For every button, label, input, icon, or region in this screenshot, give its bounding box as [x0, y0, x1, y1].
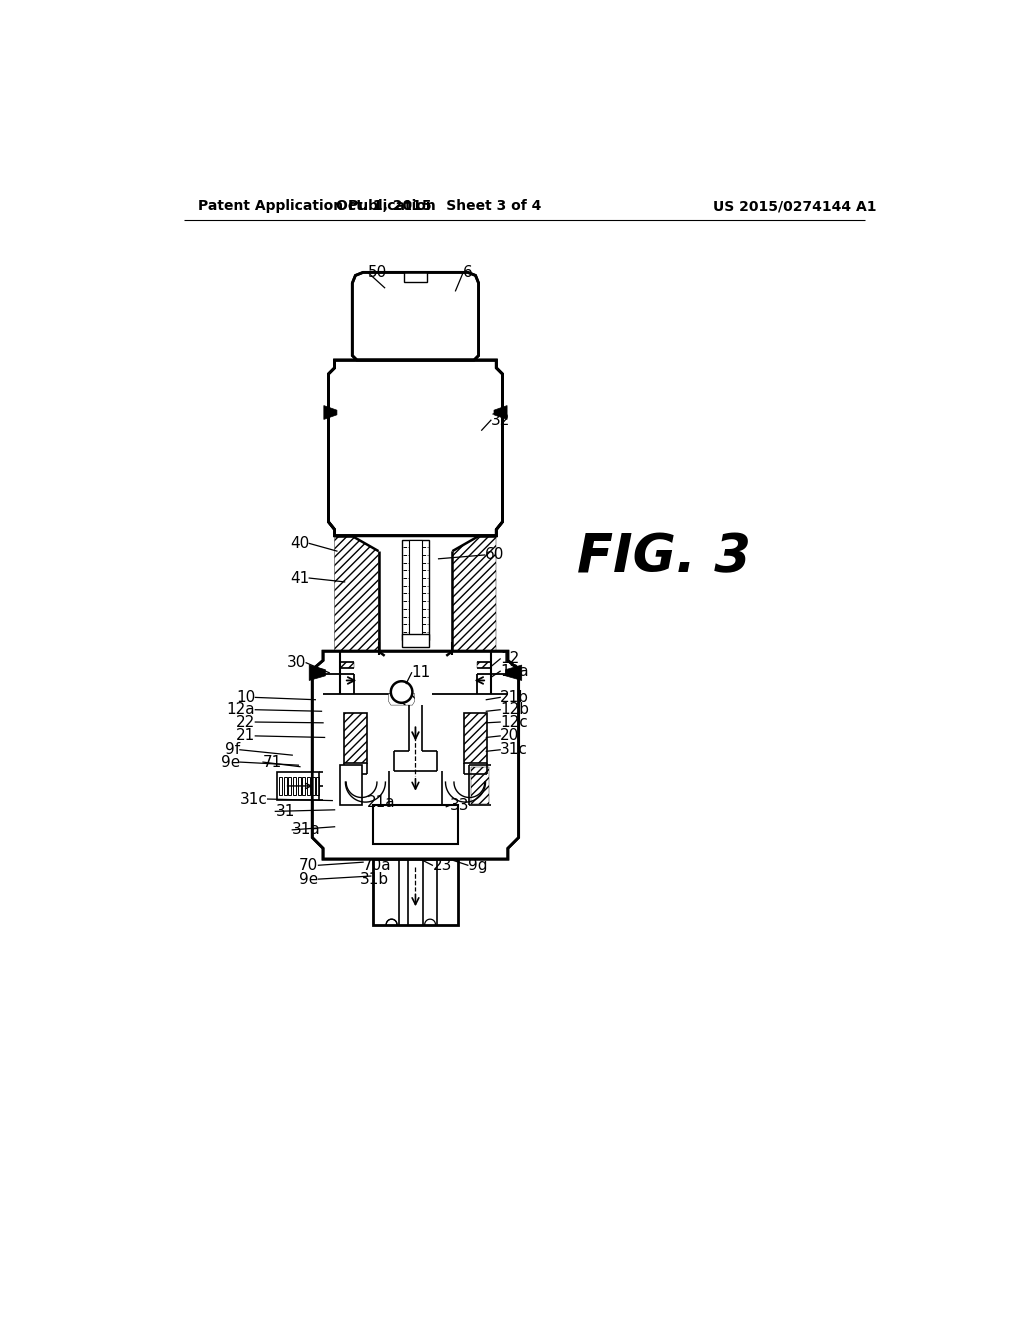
Bar — [373, 805, 458, 843]
Bar — [401, 540, 429, 640]
Text: 21: 21 — [237, 729, 255, 743]
Text: 12c: 12c — [500, 714, 528, 730]
Text: 12: 12 — [500, 651, 519, 667]
Text: 71: 71 — [263, 755, 283, 770]
Polygon shape — [508, 682, 518, 849]
Text: 12a: 12a — [226, 702, 255, 717]
Polygon shape — [508, 660, 518, 689]
Polygon shape — [312, 651, 518, 859]
Text: 9f: 9f — [225, 742, 240, 758]
Text: 10: 10 — [237, 690, 255, 705]
Polygon shape — [335, 536, 379, 651]
Text: 31c: 31c — [500, 742, 528, 758]
Text: 12b: 12b — [500, 702, 529, 717]
Polygon shape — [464, 713, 487, 763]
Text: 9g: 9g — [468, 858, 487, 873]
Bar — [410, 540, 422, 640]
Polygon shape — [446, 859, 458, 924]
Polygon shape — [479, 360, 497, 536]
Text: 60: 60 — [484, 548, 504, 562]
Bar — [340, 766, 361, 805]
Text: 33: 33 — [451, 797, 470, 813]
Text: Patent Application Publication: Patent Application Publication — [199, 199, 436, 213]
Polygon shape — [506, 665, 521, 681]
Text: US 2015/0274144 A1: US 2015/0274144 A1 — [713, 199, 877, 213]
Text: 70a: 70a — [362, 858, 391, 873]
Text: 23: 23 — [432, 858, 452, 873]
Text: 50: 50 — [368, 265, 387, 280]
Polygon shape — [373, 859, 385, 924]
Polygon shape — [329, 368, 335, 529]
Bar — [403, 272, 427, 281]
Text: 32: 32 — [490, 413, 510, 428]
Text: 41: 41 — [290, 570, 309, 586]
Circle shape — [391, 681, 413, 702]
Text: 9e: 9e — [220, 755, 240, 770]
Polygon shape — [388, 693, 415, 705]
Polygon shape — [477, 663, 490, 668]
Polygon shape — [351, 360, 479, 536]
Polygon shape — [335, 360, 351, 536]
Text: 31: 31 — [275, 804, 295, 818]
Bar — [401, 635, 429, 647]
Text: 9e: 9e — [299, 871, 318, 887]
Polygon shape — [344, 713, 367, 763]
Polygon shape — [352, 272, 478, 360]
Polygon shape — [494, 405, 507, 420]
Text: 31a: 31a — [292, 822, 321, 837]
Text: 21b: 21b — [500, 690, 529, 705]
Text: 22: 22 — [237, 714, 255, 730]
Text: 12a: 12a — [500, 664, 528, 678]
Text: 40: 40 — [290, 536, 309, 550]
Polygon shape — [471, 767, 489, 804]
Text: 31c: 31c — [240, 792, 267, 807]
Text: 30: 30 — [287, 655, 306, 671]
Polygon shape — [340, 663, 354, 668]
Polygon shape — [329, 360, 503, 536]
Polygon shape — [373, 859, 458, 924]
Text: 20: 20 — [500, 729, 519, 743]
Polygon shape — [353, 273, 478, 359]
Polygon shape — [309, 665, 326, 681]
Polygon shape — [497, 368, 503, 529]
Text: Oct. 1, 2015   Sheet 3 of 4: Oct. 1, 2015 Sheet 3 of 4 — [336, 199, 542, 213]
Polygon shape — [342, 767, 360, 804]
Polygon shape — [490, 651, 508, 859]
Polygon shape — [312, 682, 323, 849]
Polygon shape — [324, 405, 337, 420]
Polygon shape — [312, 660, 323, 689]
Text: 70: 70 — [299, 858, 318, 873]
Text: 31b: 31b — [359, 871, 388, 887]
Polygon shape — [323, 651, 340, 859]
Bar — [276, 772, 319, 800]
Text: 11: 11 — [412, 665, 431, 680]
Text: 21a: 21a — [368, 795, 396, 809]
Text: FIG. 3: FIG. 3 — [578, 531, 752, 583]
Text: 6: 6 — [463, 265, 473, 280]
Polygon shape — [453, 536, 497, 651]
